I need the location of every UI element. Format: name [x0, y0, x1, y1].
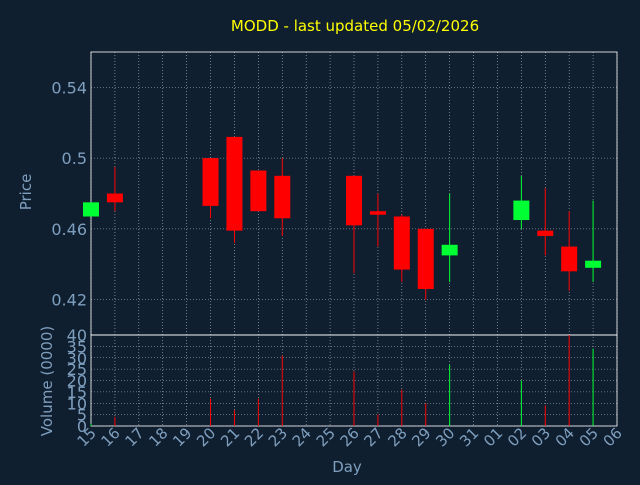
candle-body: [202, 158, 219, 206]
candle-body: [346, 175, 362, 226]
day-tick-label: 29: [408, 424, 434, 450]
candle-body: [513, 200, 530, 221]
price-tick-label: 0.42: [51, 291, 87, 310]
price-tick-label: 0.5: [62, 149, 87, 168]
candle-body: [226, 136, 243, 231]
day-tick-label: 31: [456, 424, 482, 450]
volume-tick-label: 0: [77, 417, 87, 436]
volume-tick-label: 15: [67, 383, 87, 402]
volume-tick-label: 30: [67, 349, 87, 368]
day-tick-label: 03: [528, 424, 554, 450]
candle-body: [441, 244, 458, 256]
volume-tick-label: 20: [67, 372, 87, 391]
candle-body: [369, 211, 386, 215]
day-tick-label: 21: [217, 424, 243, 450]
volume-tick-label: 10: [67, 394, 87, 413]
day-tick-label: 22: [241, 424, 267, 450]
volume-tick-label: 25: [67, 360, 87, 379]
day-tick-label: 26: [337, 424, 363, 450]
day-tick-label: 23: [265, 424, 291, 450]
price-tick-label: 0.46: [51, 220, 87, 239]
chart-marks: 0.420.460.50.540510152025303540151617181…: [51, 51, 626, 450]
candle-body: [561, 246, 578, 272]
candle-body: [106, 193, 123, 203]
candle-body: [250, 170, 267, 212]
day-tick-label: 02: [504, 424, 530, 450]
volume-tick-label: 40: [67, 326, 87, 345]
day-tick-label: 24: [289, 424, 315, 450]
day-tick-label: 27: [361, 424, 387, 450]
volume-tick-label: 5: [77, 406, 87, 425]
chart-title: MODD - last updated 05/02/2026: [231, 17, 479, 35]
day-tick-label: 18: [145, 424, 171, 450]
day-tick-label: 25: [313, 424, 339, 450]
day-tick-label: 05: [576, 424, 602, 450]
day-tick-label: 19: [169, 424, 195, 450]
day-tick-label: 28: [384, 424, 410, 450]
candle-body: [393, 216, 410, 270]
price-tick-label: 0.54: [51, 78, 87, 97]
day-tick-label: 30: [432, 424, 458, 450]
day-tick-label: 16: [98, 424, 124, 450]
price-axis-label: Price: [17, 174, 35, 211]
candle-body: [83, 202, 99, 217]
volume-axis-label: Volume (0000): [38, 326, 56, 436]
day-tick-label: 17: [121, 424, 147, 450]
candle-body: [274, 175, 291, 219]
candle-body: [537, 230, 554, 236]
volume-tick-label: 35: [67, 337, 87, 356]
day-tick-label: 20: [193, 424, 219, 450]
day-axis-label: Day: [332, 458, 362, 476]
day-tick-label: 06: [600, 424, 626, 450]
candle-body: [417, 228, 434, 290]
candle-body: [585, 260, 602, 268]
day-tick-label: 01: [480, 424, 506, 450]
day-tick-label: 04: [552, 424, 578, 450]
